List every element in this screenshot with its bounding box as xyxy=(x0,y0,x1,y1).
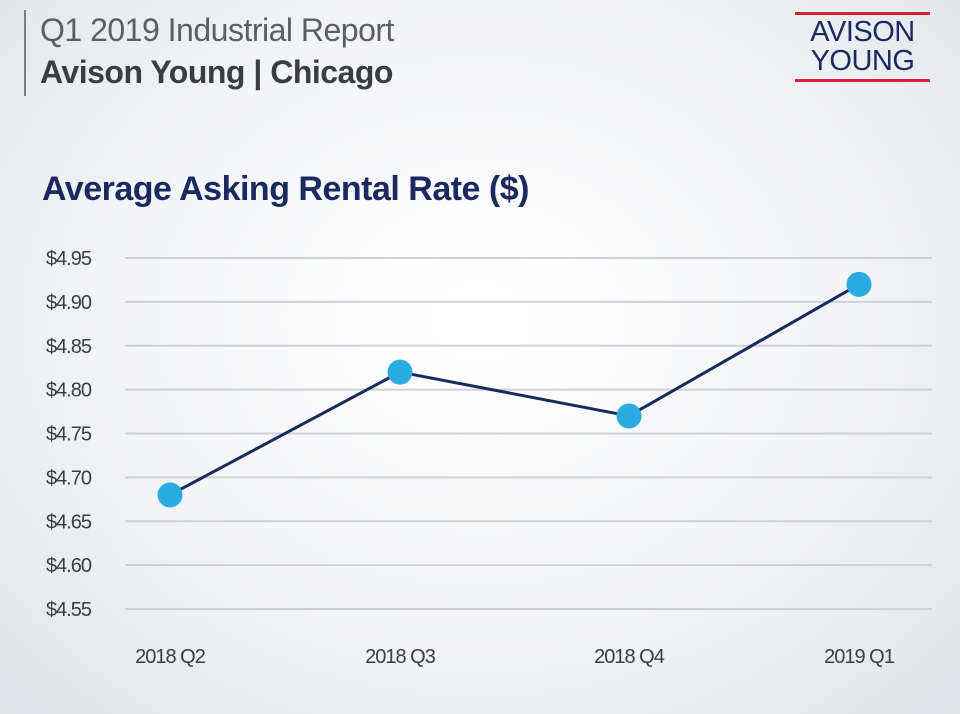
logo-top-bar xyxy=(795,12,930,15)
y-tick-label: $4.65 xyxy=(46,511,92,533)
chart-title: Average Asking Rental Rate ($) xyxy=(42,170,529,208)
data-point[interactable] xyxy=(846,271,872,297)
report-subtitle: Avison Young | Chicago xyxy=(40,54,393,90)
data-point[interactable] xyxy=(157,482,183,508)
y-tick-label: $4.85 xyxy=(46,336,92,358)
data-point[interactable] xyxy=(387,359,413,385)
x-tick-label: 2019 Q1 xyxy=(824,646,895,668)
y-tick-label: $4.90 xyxy=(46,292,92,314)
series-line-path xyxy=(169,283,860,497)
series-line xyxy=(169,283,860,497)
logo-line-2: YOUNG xyxy=(810,45,915,77)
x-tick-label: 2018 Q2 xyxy=(135,646,206,668)
y-tick-label: $4.70 xyxy=(46,467,92,489)
series-points xyxy=(157,271,872,508)
logo-bottom-bar xyxy=(795,79,930,82)
report-title: Q1 2019 Industrial Report xyxy=(40,12,394,48)
y-tick-label: $4.55 xyxy=(46,599,92,621)
grid-lines xyxy=(125,257,932,610)
y-tick-label: $4.60 xyxy=(46,555,92,577)
data-point[interactable] xyxy=(616,403,642,429)
avison-young-logo: AVISON YOUNG xyxy=(795,12,930,82)
logo-line-1: AVISON xyxy=(810,16,915,48)
y-tick-label: $4.80 xyxy=(46,380,92,402)
y-tick-label: $4.95 xyxy=(46,248,92,270)
x-tick-label: 2018 Q3 xyxy=(365,646,436,668)
x-axis-tick-labels: 2018 Q2 2018 Q3 2018 Q4 2019 Q1 xyxy=(135,646,896,668)
y-axis-tick-labels: $4.95 $4.90 $4.85 $4.80 $4.75 $4.70 $4.65 $4.60… xyxy=(46,248,93,621)
y-tick-label: $4.75 xyxy=(46,424,92,446)
header-divider xyxy=(24,10,26,96)
x-tick-label: 2018 Q4 xyxy=(594,646,665,668)
